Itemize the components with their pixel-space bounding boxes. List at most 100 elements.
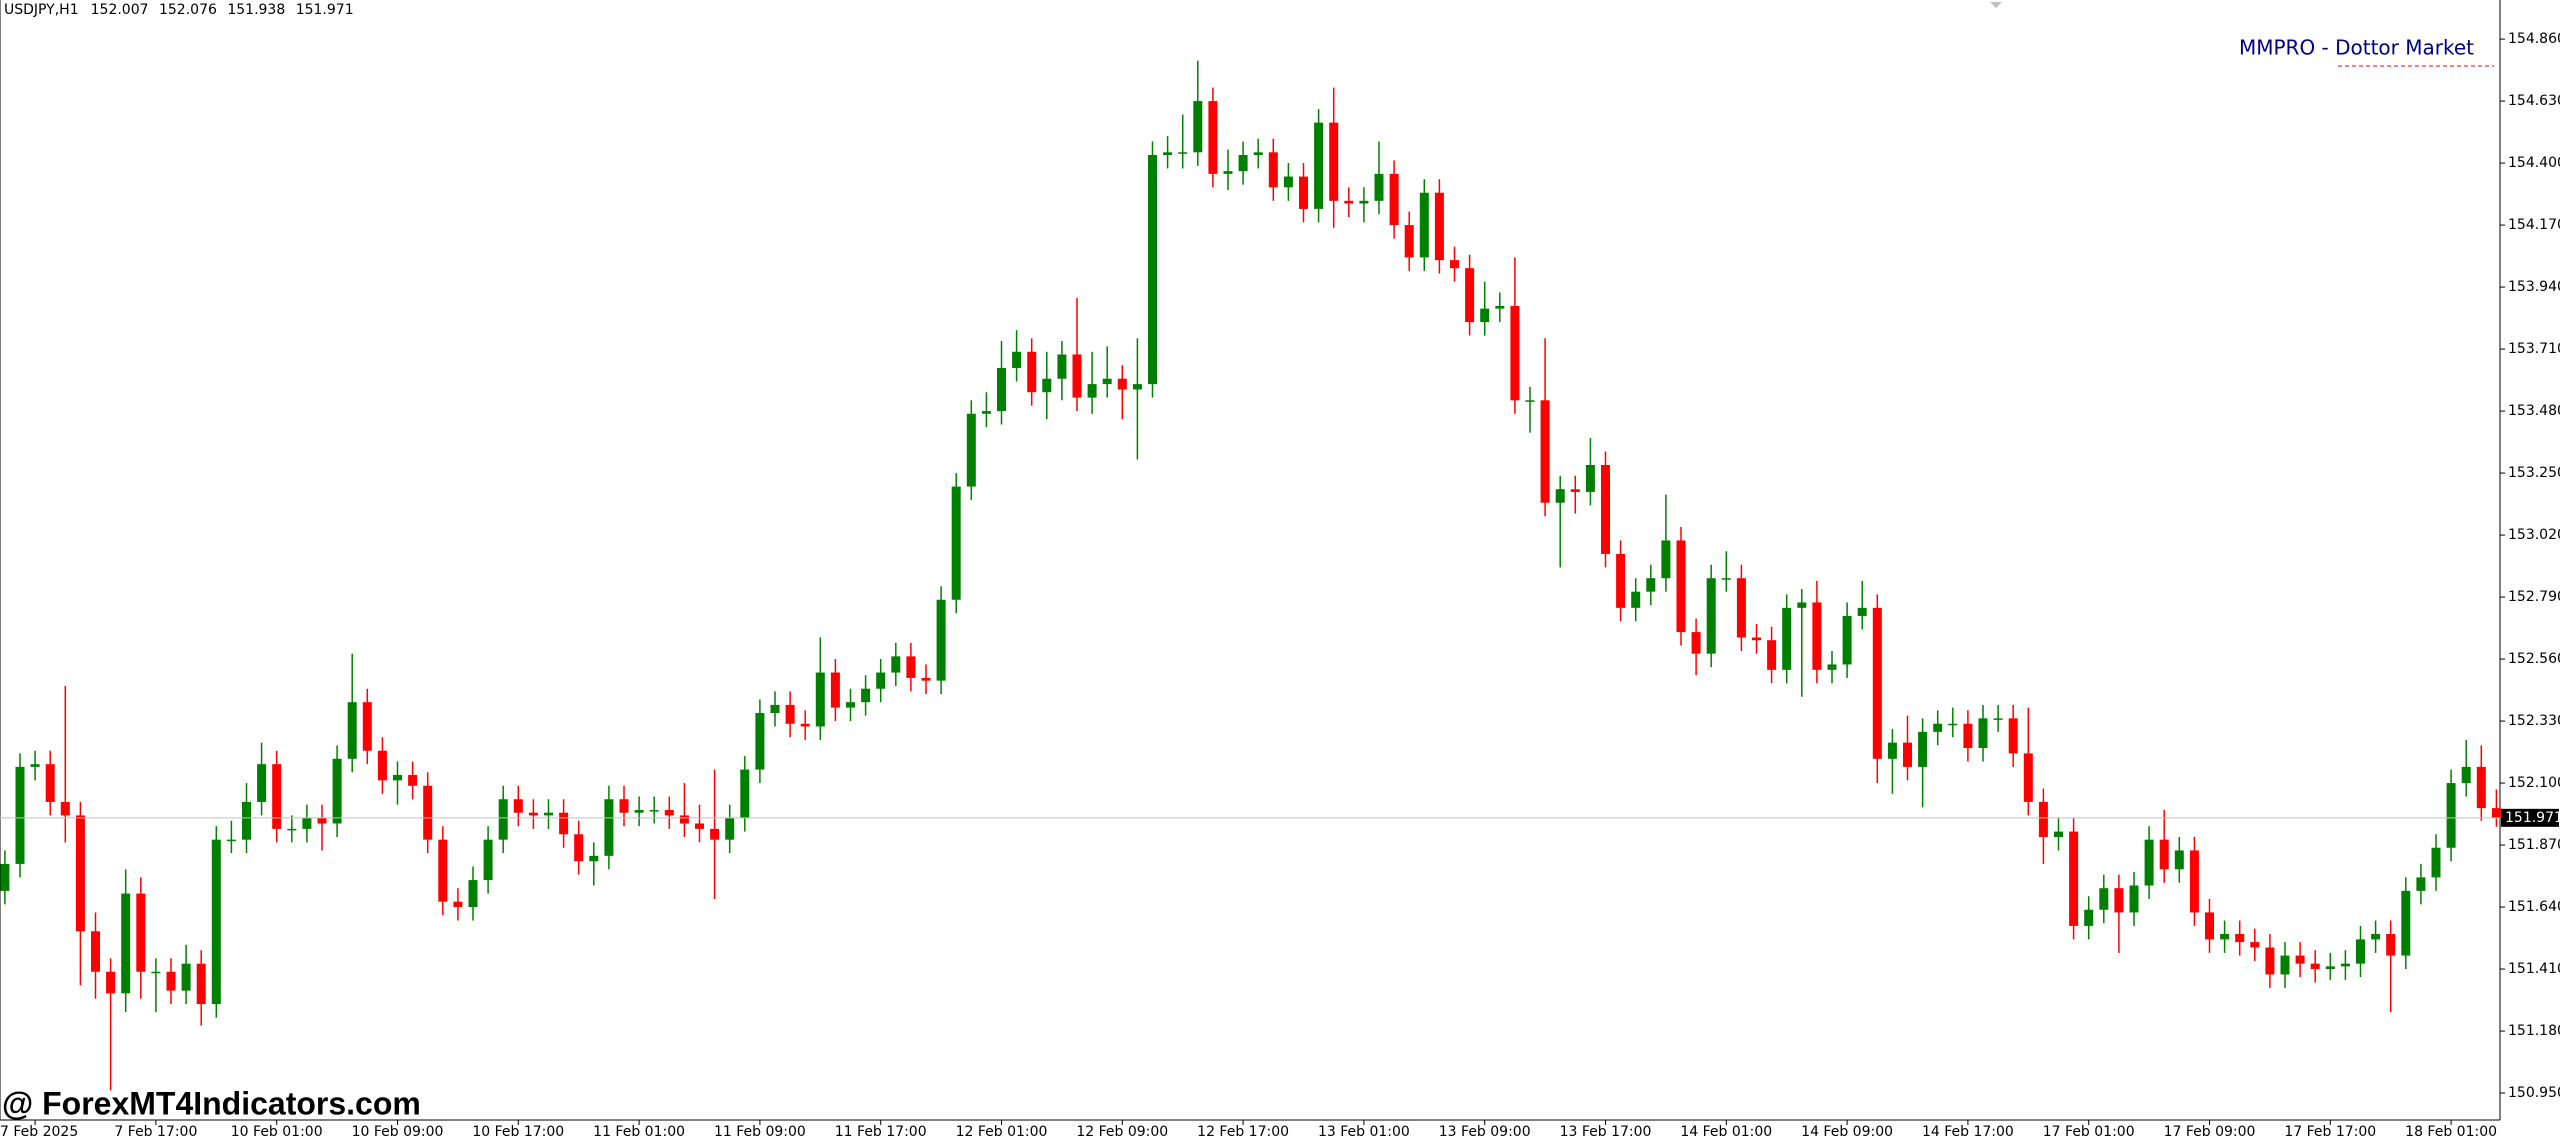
candle-body	[574, 834, 584, 862]
candle-body	[2371, 934, 2381, 940]
header-high: 152.076	[159, 2, 217, 18]
watermark: @ ForexMT4Indicators.com	[2, 1085, 421, 1121]
candle-body	[936, 599, 946, 681]
candle-body	[906, 656, 916, 678]
candle-body	[1057, 354, 1067, 379]
x-tick-label: 7 Feb 2025	[0, 1124, 78, 1140]
x-tick-label: 17 Feb 09:00	[2164, 1124, 2256, 1140]
candle-body	[1072, 354, 1082, 398]
y-tick-label: 151.410	[2508, 961, 2560, 977]
candle-body	[332, 758, 342, 824]
candle-body	[861, 688, 871, 703]
candle-body	[1963, 723, 1973, 749]
candle-body	[695, 823, 704, 829]
candle-body	[166, 971, 176, 991]
candle-body	[1132, 384, 1142, 390]
candle-body	[966, 413, 976, 487]
candle-body	[483, 839, 493, 881]
candle-body	[1691, 632, 1701, 654]
x-tick-label: 12 Feb 17:00	[1197, 1124, 1289, 1140]
x-tick-label: 11 Feb 09:00	[714, 1124, 806, 1140]
candle-body	[1042, 378, 1052, 393]
candle-body	[468, 880, 478, 908]
candle-body	[981, 411, 991, 414]
candle-body	[619, 799, 629, 813]
candle-body	[2069, 831, 2079, 926]
x-tick-label: 18 Feb 01:00	[2405, 1124, 2497, 1140]
candle-body	[876, 672, 886, 689]
candle-body	[1631, 591, 1641, 608]
candle-body	[846, 702, 855, 708]
candle-body	[2446, 783, 2456, 848]
candle-body	[528, 812, 538, 816]
candle-body	[1706, 578, 1716, 654]
x-tick-label: 10 Feb 01:00	[231, 1124, 323, 1140]
x-tick-label: 10 Feb 09:00	[352, 1124, 444, 1140]
candle-body	[1253, 152, 1263, 155]
candle-body	[272, 764, 282, 829]
candle-body	[2129, 885, 2139, 913]
candle-body	[1661, 540, 1671, 579]
candle-body	[604, 799, 614, 856]
candle-body	[1782, 607, 1792, 670]
candle-body	[2023, 753, 2033, 802]
candle-body	[2401, 890, 2411, 956]
candle-body	[211, 839, 221, 1005]
candle-body	[1585, 464, 1595, 492]
candle-body	[725, 818, 735, 840]
candle-body	[559, 812, 569, 835]
candle-body	[1389, 173, 1399, 226]
candle-body	[2265, 947, 2275, 975]
y-tick-label: 153.480	[2508, 403, 2560, 419]
candle-body	[1676, 540, 1686, 633]
candle-body	[1223, 171, 1233, 174]
candle-body	[2250, 942, 2260, 948]
candle-body	[60, 801, 70, 816]
candle-body	[377, 750, 387, 781]
candle-body	[1933, 723, 1943, 732]
candle-body	[891, 656, 901, 673]
symbol: USDJPY,H1	[4, 2, 79, 18]
candle-body	[257, 764, 267, 802]
x-tick-label: 13 Feb 09:00	[1439, 1124, 1531, 1140]
y-tick-label: 151.640	[2508, 899, 2560, 915]
candle-body	[1993, 718, 2003, 720]
y-tick-label: 153.020	[2508, 527, 2560, 543]
y-tick-label: 154.630	[2508, 93, 2560, 109]
candle-body	[2461, 766, 2471, 784]
candle-body	[1465, 268, 1475, 323]
candle-body	[2491, 808, 2501, 818]
y-tick-label: 153.940	[2508, 279, 2560, 295]
candle-body	[997, 367, 1006, 412]
candle-body	[1887, 742, 1897, 759]
x-tick-label: 11 Feb 17:00	[835, 1124, 927, 1140]
candle-body	[1601, 464, 1610, 554]
candle-body	[317, 818, 327, 824]
candle-body	[2174, 850, 2184, 870]
candle-body	[1434, 192, 1444, 261]
candle-body	[1178, 152, 1188, 154]
x-tick-label: 14 Feb 09:00	[1801, 1124, 1893, 1140]
candle-body	[1117, 378, 1127, 390]
candle-body	[30, 764, 40, 767]
candle-body	[1872, 607, 1882, 759]
candle-body	[1570, 489, 1580, 492]
x-tick-label: 11 Feb 01:00	[593, 1124, 685, 1140]
candle-body	[1238, 154, 1248, 172]
y-tick-label: 150.950	[2508, 1085, 2560, 1101]
candle-body	[106, 971, 116, 994]
candle-body	[1857, 607, 1867, 616]
y-tick-label: 153.250	[2508, 465, 2560, 481]
candle-body	[1540, 400, 1550, 503]
candle-body	[2054, 831, 2063, 837]
candle-body	[45, 764, 55, 802]
candle-body	[815, 672, 825, 727]
candle-body	[1283, 176, 1293, 188]
y-tick-label: 152.330	[2508, 713, 2560, 729]
candle-body	[151, 971, 161, 974]
candle-body	[544, 812, 553, 816]
candle-body	[1299, 176, 1308, 209]
candle-body	[1344, 200, 1354, 204]
